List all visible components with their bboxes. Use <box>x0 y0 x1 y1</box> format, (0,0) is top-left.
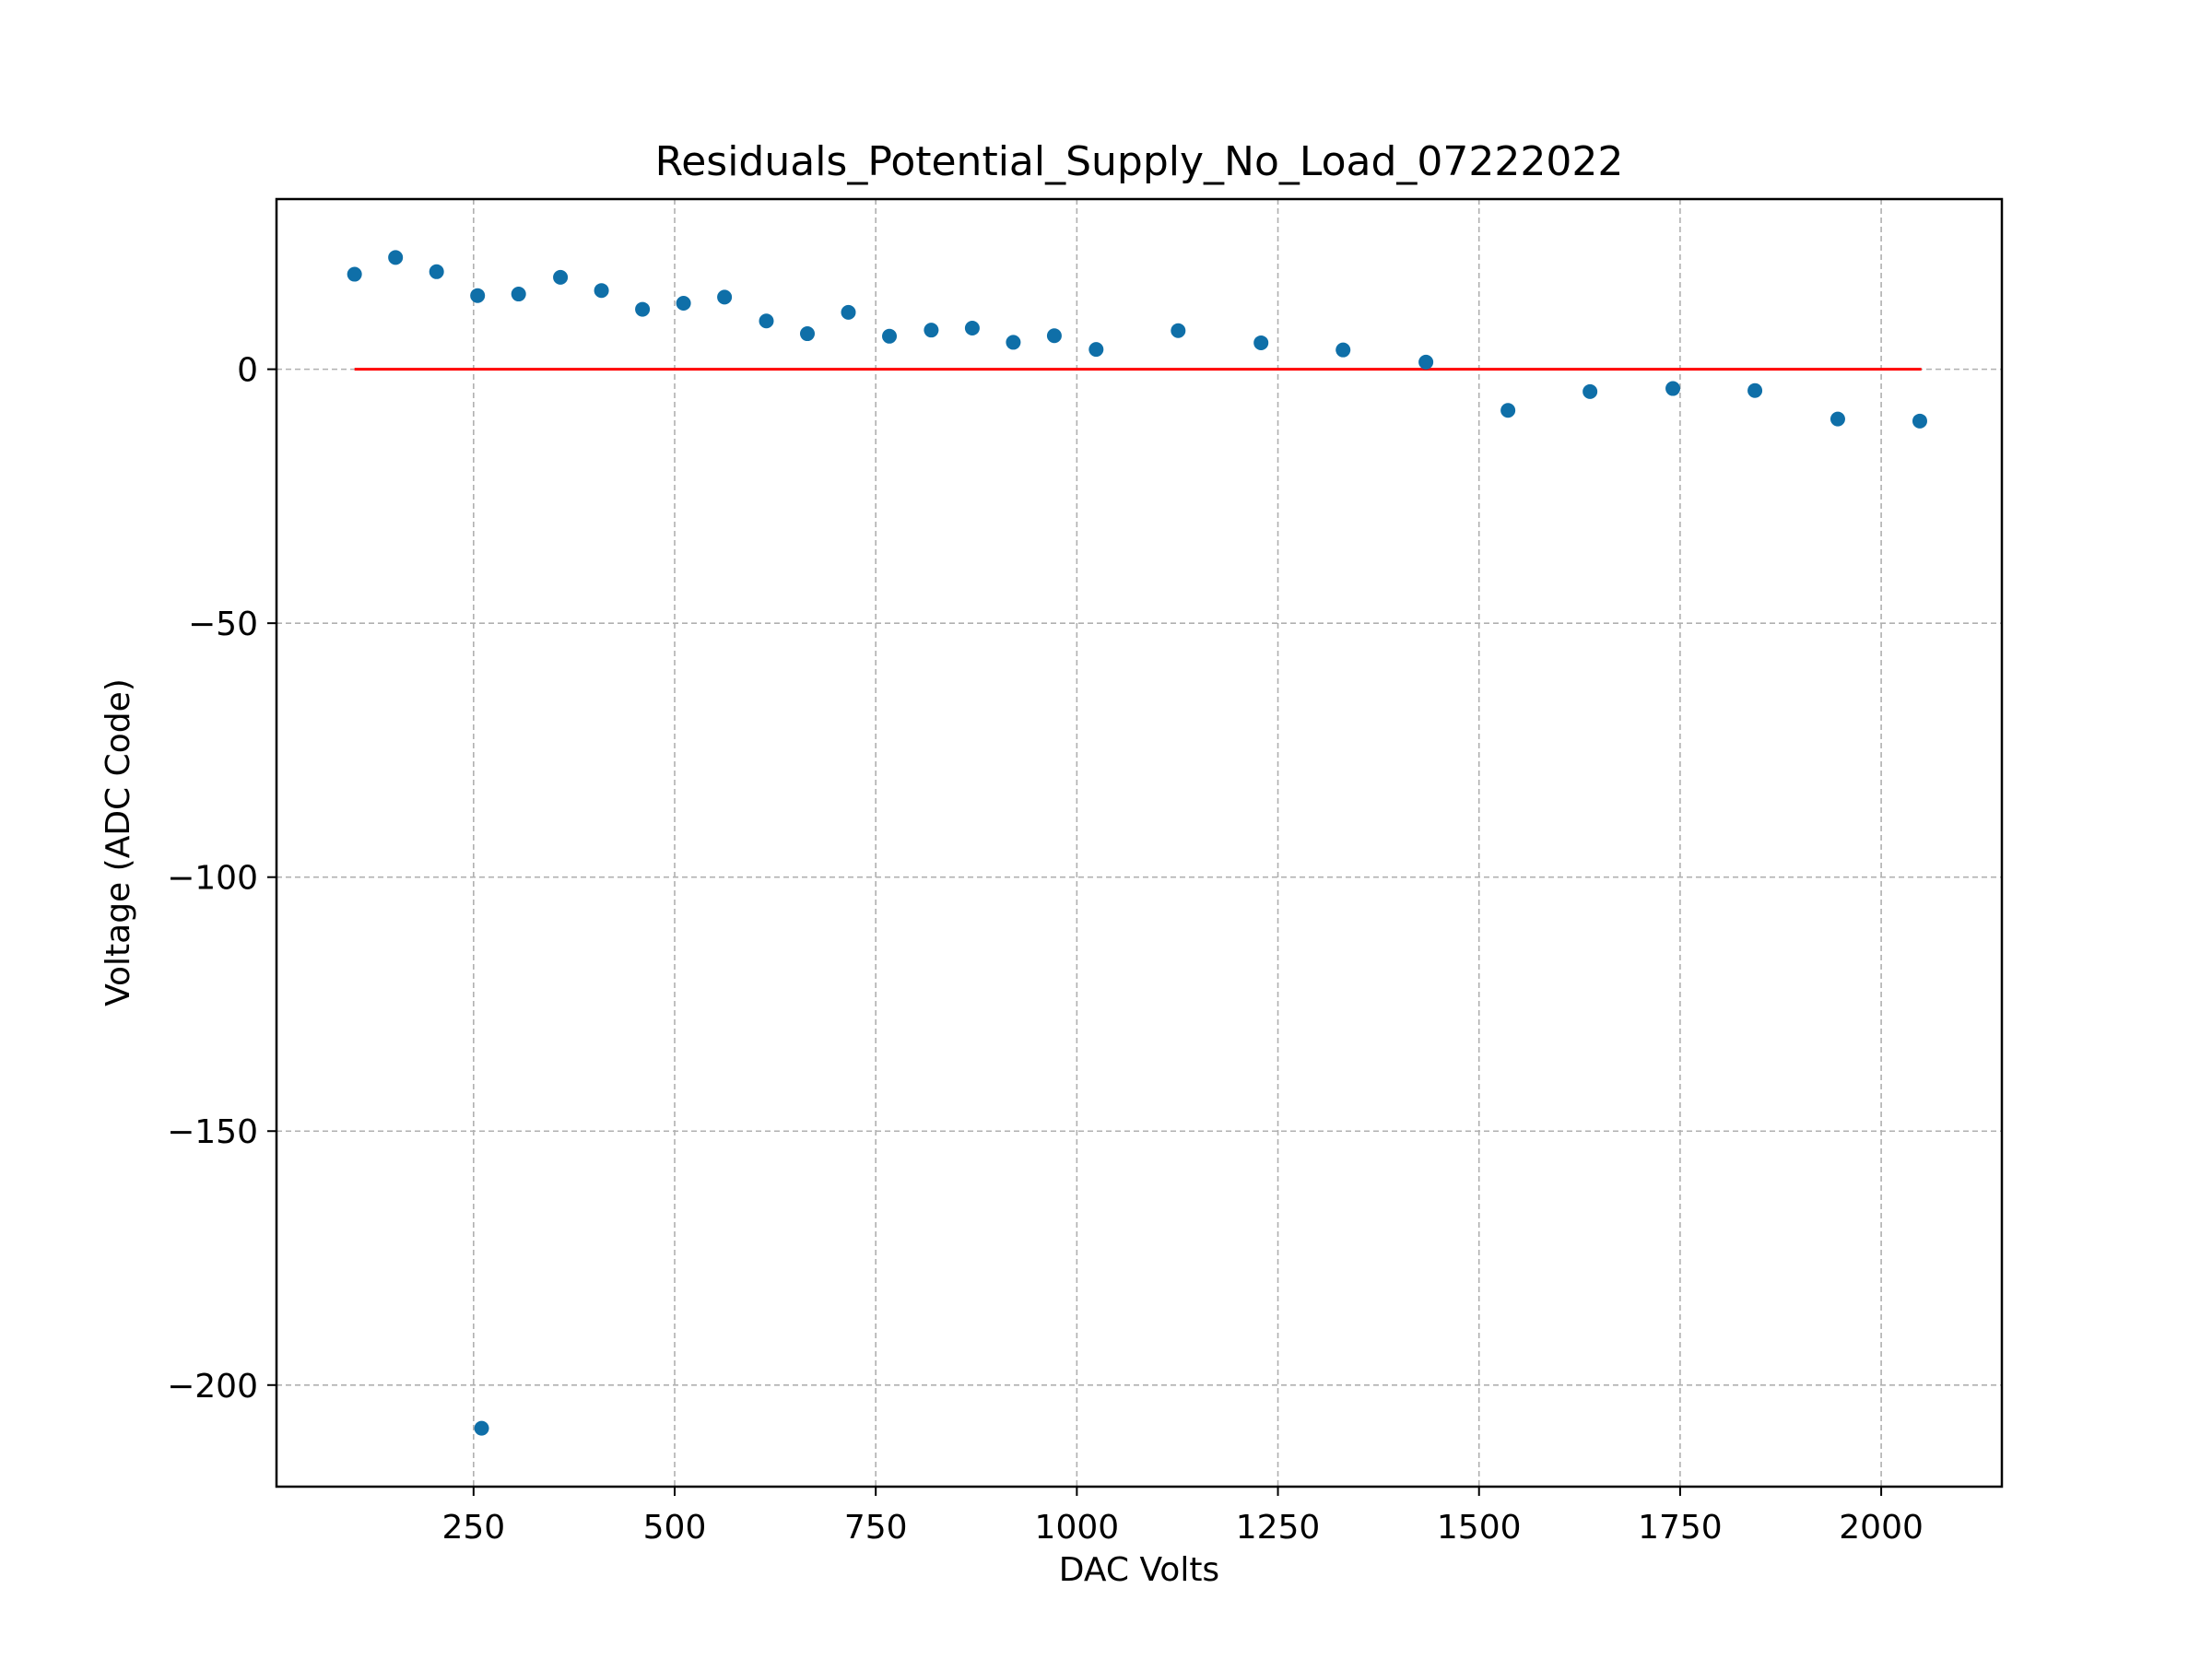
data-point <box>470 288 486 303</box>
data-point <box>717 289 733 305</box>
data-point <box>1665 381 1681 396</box>
y-axis-label: Voltage (ADC Code) <box>100 678 137 1006</box>
data-point <box>1418 354 1434 370</box>
x-axis-ticks: 250 500 750 1000 1250 1500 1750 2000 <box>441 1487 1924 1547</box>
x-tick-label: 750 <box>844 1509 908 1547</box>
x-tick-label: 1750 <box>1638 1509 1723 1547</box>
data-point <box>964 320 980 335</box>
data-point <box>1583 383 1598 399</box>
chart-title: Residuals_Potential_Supply_No_Load_07222… <box>655 138 1624 185</box>
data-point <box>1912 413 1927 429</box>
y-axis-ticks: 0 −50 −100 −150 −200 <box>167 352 276 1406</box>
data-point <box>429 264 444 279</box>
data-point <box>1830 411 1845 427</box>
data-point <box>553 269 569 285</box>
x-tick-label: 1500 <box>1437 1509 1522 1547</box>
data-point <box>388 250 404 265</box>
data-point <box>800 326 815 342</box>
x-tick-label: 1250 <box>1236 1509 1321 1547</box>
x-tick-label: 2000 <box>1839 1509 1924 1547</box>
data-point <box>882 328 898 344</box>
data-point <box>924 323 939 338</box>
y-tick-label: −100 <box>167 860 258 898</box>
x-axis-label: DAC Volts <box>1059 1551 1219 1589</box>
data-point <box>474 1420 489 1436</box>
data-point <box>1006 335 1021 350</box>
data-point <box>635 301 651 317</box>
data-point <box>511 287 526 302</box>
data-point <box>676 295 691 311</box>
data-point <box>594 283 609 299</box>
data-point <box>1253 335 1269 350</box>
y-tick-label: −150 <box>167 1113 258 1151</box>
y-tick-label: −50 <box>188 606 258 643</box>
data-point <box>1171 323 1186 338</box>
data-point <box>1046 328 1062 344</box>
data-point <box>1500 403 1516 418</box>
x-tick-label: 250 <box>441 1509 505 1547</box>
data-point <box>841 304 856 320</box>
data-point <box>1088 342 1104 358</box>
y-tick-label: −200 <box>167 1368 258 1406</box>
plot-frame <box>275 197 2004 1488</box>
x-tick-label: 500 <box>643 1509 707 1547</box>
data-point <box>759 313 774 329</box>
data-point <box>347 266 362 282</box>
x-tick-label: 1000 <box>1035 1509 1120 1547</box>
data-point <box>1747 382 1763 398</box>
y-tick-label: 0 <box>237 352 258 390</box>
data-points <box>347 250 1927 1436</box>
data-point <box>1335 342 1351 358</box>
